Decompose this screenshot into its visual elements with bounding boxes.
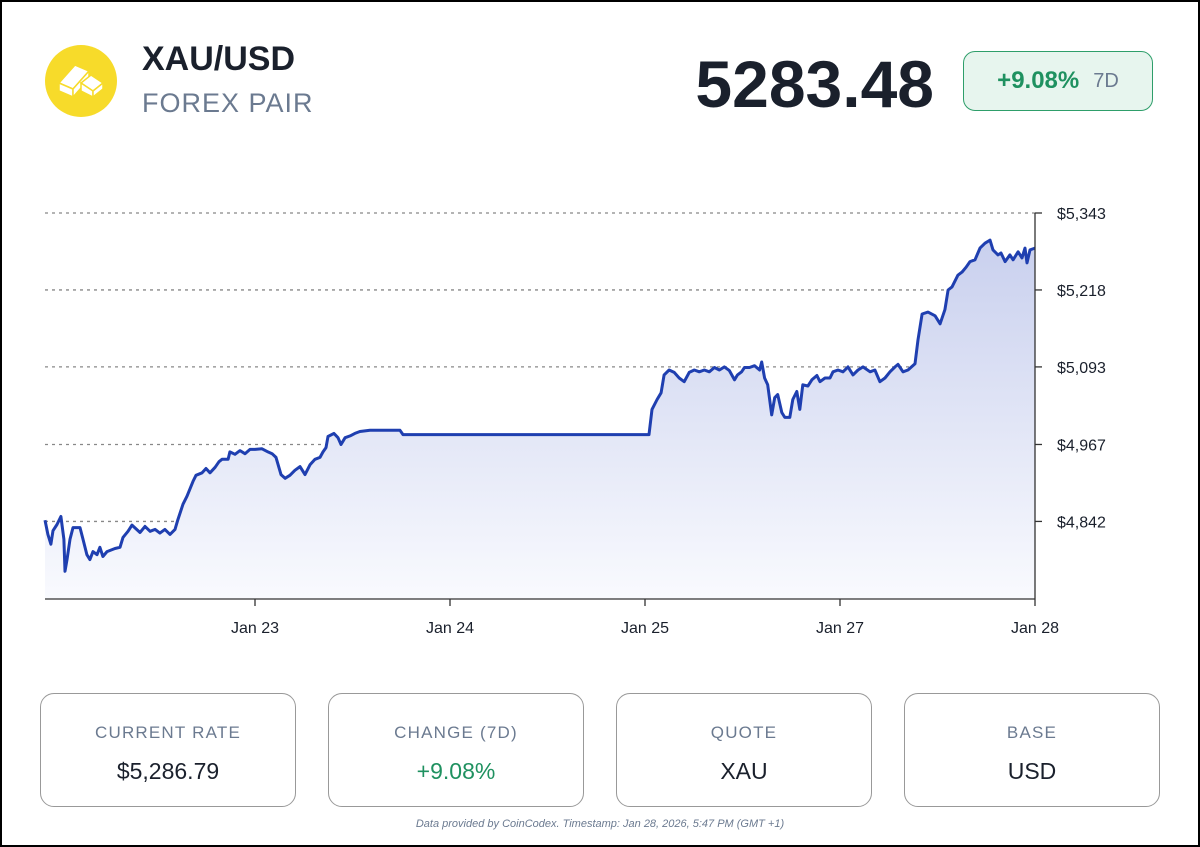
card-value: +9.08% <box>416 758 496 784</box>
card-value: XAU <box>720 758 768 784</box>
change-badge: +9.08% 7D <box>963 51 1153 111</box>
x-tick-label: Jan 24 <box>426 620 474 637</box>
pair-title: XAU/USD <box>142 40 296 78</box>
change-period: 7D <box>1093 69 1119 92</box>
price-line <box>43 238 1036 573</box>
x-tick-label: Jan 23 <box>231 620 279 637</box>
y-tick-label: $5,093 <box>1057 360 1106 377</box>
card-current-rate: CURRENT RATE $5,286.79 <box>40 693 296 807</box>
y-tick-label: $4,967 <box>1057 437 1106 454</box>
card-quote: QUOTE XAU <box>616 693 872 807</box>
y-tick-label: $5,343 <box>1057 206 1106 223</box>
data-attribution: Data provided by CoinCodex. Timestamp: J… <box>415 818 785 830</box>
y-tick-label: $4,842 <box>1057 514 1106 531</box>
x-tick-label: Jan 27 <box>816 620 864 637</box>
y-tick-label: $5,218 <box>1057 283 1106 300</box>
pair-type: FOREX PAIR <box>142 88 314 118</box>
card-base: BASE USD <box>904 693 1160 807</box>
card-label: CURRENT RATE <box>94 723 241 742</box>
card-label: CHANGE (7D) <box>394 723 518 742</box>
price-chart: $5,343 $5,218 $5,093 $4,967 $4,842 Jan 23 Jan … <box>43 206 1106 637</box>
card-value: $5,286.79 <box>116 758 220 784</box>
card-label: QUOTE <box>710 723 778 742</box>
x-tick-label: Jan 25 <box>621 620 669 637</box>
card-value: USD <box>1007 758 1057 784</box>
card-change: CHANGE (7D) +9.08% <box>328 693 584 807</box>
change-percent: +9.08% <box>997 67 1080 94</box>
current-price: 5283.48 <box>695 47 934 121</box>
gold-bars-icon <box>45 45 117 117</box>
price-area-fill <box>44 240 1035 599</box>
x-tick-label: Jan 28 <box>1011 620 1059 637</box>
card-label: BASE <box>1006 723 1058 742</box>
